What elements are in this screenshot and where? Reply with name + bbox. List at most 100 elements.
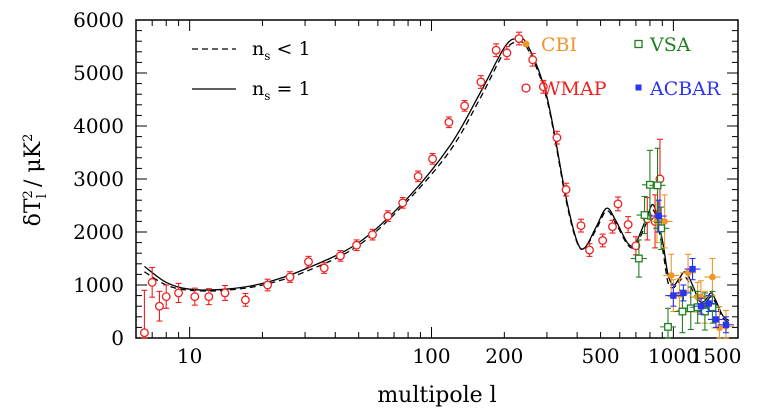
wmap-marker: [398, 198, 408, 208]
wmap-marker: [190, 292, 200, 302]
x-tick-label: 1000: [648, 344, 699, 368]
wmap-point: [383, 210, 393, 222]
acbar-point: [717, 316, 734, 334]
wmap-marker: [428, 154, 438, 164]
acbar-marker: [680, 289, 687, 297]
wmap-point: [174, 282, 184, 304]
wmap-marker: [368, 230, 377, 240]
wmap-point: [204, 288, 214, 306]
wmap-point: [161, 284, 171, 309]
wmap-marker: [204, 292, 214, 302]
wmap-point: [304, 255, 313, 268]
vsa-marker: [634, 254, 643, 263]
y-tick-label: 6000: [73, 8, 124, 32]
y-tick-label: 0: [111, 326, 124, 350]
vsa-point: [649, 147, 666, 224]
wmap-marker: [552, 133, 562, 143]
wmap-point: [502, 45, 512, 60]
wmap-marker: [139, 328, 149, 338]
wmap-marker: [623, 220, 633, 230]
series-acbar: [650, 199, 734, 334]
wmap-marker: [598, 236, 608, 245]
acbar-point: [675, 284, 692, 302]
wmap-point: [623, 216, 633, 234]
wmap-marker: [240, 295, 250, 305]
wmap-point: [398, 197, 408, 209]
wmap-marker: [383, 211, 393, 221]
x-axis-label: multipole l: [377, 383, 496, 408]
wmap-point: [576, 218, 586, 233]
acbar-point: [707, 310, 724, 328]
wmap-point: [444, 116, 454, 129]
vsa-marker: [664, 322, 672, 331]
vsa-marker: [640, 211, 649, 219]
wmap-marker: [514, 34, 524, 43]
wmap-marker: [147, 277, 157, 287]
x-tick-label: 200: [485, 344, 523, 368]
wmap-point: [139, 289, 149, 339]
wmap-point: [514, 31, 524, 46]
y-tick-label: 5000: [73, 61, 124, 85]
legend-wmap-label: WMAP: [541, 78, 607, 100]
x-tick-label: 500: [581, 344, 619, 368]
wmap-point: [598, 233, 608, 248]
acbar-marker: [722, 321, 730, 328]
wmap-point: [561, 182, 571, 197]
wmap-point: [220, 284, 230, 301]
legend-ns-less-label: ns < 1: [252, 38, 311, 63]
wmap-marker: [576, 221, 586, 231]
y-tick-label: 2000: [73, 220, 124, 244]
wmap-point: [608, 219, 617, 234]
acbar-marker: [655, 212, 662, 220]
wmap-point: [538, 79, 548, 94]
wmap-marker: [476, 77, 486, 87]
y-tick-label: 1000: [73, 273, 124, 297]
y-tick-label: 4000: [73, 114, 124, 138]
wmap-point: [476, 75, 486, 89]
legend-acbar-label: ACBAR: [649, 78, 721, 100]
wmap-marker: [613, 199, 623, 209]
acbar-marker: [670, 292, 677, 299]
wmap-marker: [319, 263, 329, 273]
cbi-marker: [667, 272, 675, 279]
wmap-marker: [460, 101, 470, 111]
wmap-point: [285, 271, 295, 283]
vsa-point: [659, 307, 676, 339]
wmap-marker: [528, 55, 538, 65]
cbi-marker: [661, 218, 668, 225]
legend-vsa-marker: [634, 39, 643, 49]
experiment-legend: CBI VSA WMAP ACBAR: [521, 34, 721, 100]
wmap-point: [413, 170, 423, 183]
wmap-point: [491, 43, 501, 58]
wmap-point: [154, 290, 164, 322]
acbar-point: [700, 295, 717, 313]
wmap-marker: [538, 82, 548, 92]
wmap-marker: [154, 301, 164, 311]
legend-cbi-marker: [522, 40, 530, 48]
vsa-marker: [653, 181, 662, 190]
model-curve-ns-less-than-1: [144, 41, 730, 323]
acbar-marker: [712, 316, 720, 323]
acbar-marker: [705, 300, 712, 307]
wmap-marker: [304, 257, 313, 267]
wmap-marker: [608, 222, 617, 232]
svg-text:δT2l / μK2: δT2l / μK2: [21, 134, 50, 227]
x-tick-label: 1500: [691, 344, 742, 368]
legend-wmap-marker: [521, 83, 531, 93]
legend-vsa-label: VSA: [649, 34, 691, 56]
wmap-point: [240, 292, 250, 307]
wmap-point: [263, 278, 273, 292]
wmap-marker: [263, 280, 273, 290]
wmap-point: [613, 196, 623, 212]
wmap-marker: [220, 288, 230, 298]
wmap-marker: [444, 117, 454, 127]
series-vsa: [630, 147, 721, 339]
wmap-point: [147, 266, 157, 298]
wmap-point: [190, 287, 200, 306]
acbar-point: [650, 199, 667, 233]
wmap-marker: [335, 251, 345, 261]
x-tick-label: 10: [177, 344, 202, 368]
vsa-marker: [678, 307, 687, 316]
